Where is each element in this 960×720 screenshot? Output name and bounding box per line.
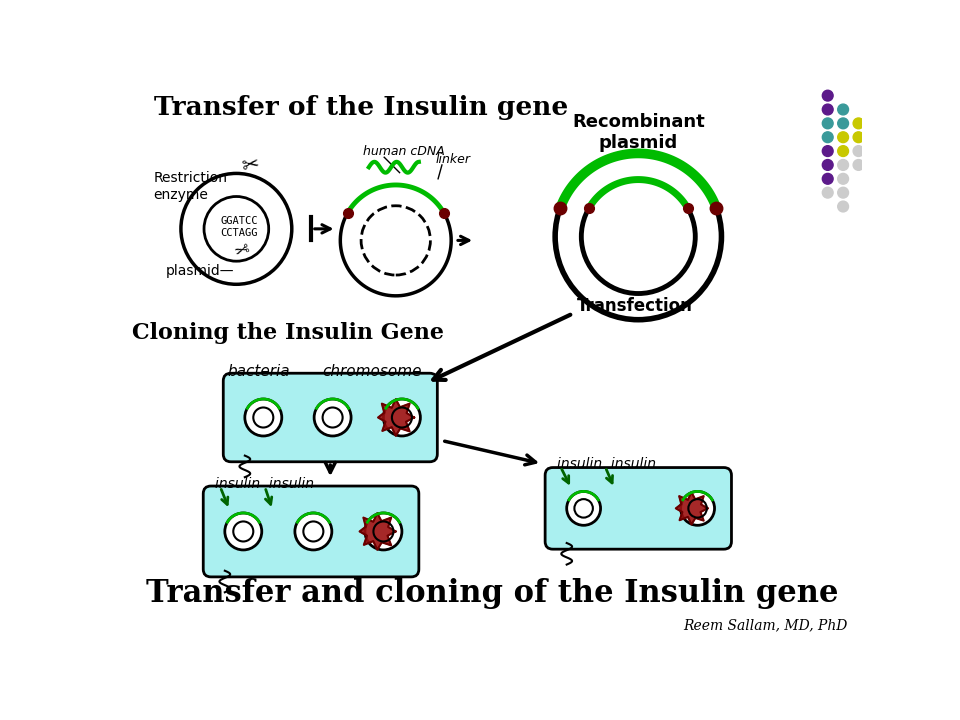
Text: bacteria: bacteria (228, 364, 290, 379)
Circle shape (838, 160, 849, 171)
Circle shape (838, 145, 849, 156)
Text: insulin  insulin: insulin insulin (215, 477, 314, 491)
Text: ✂: ✂ (240, 154, 260, 177)
Text: Transfer and cloning of the Insulin gene: Transfer and cloning of the Insulin gene (146, 577, 838, 608)
Text: Restriction
enzyme: Restriction enzyme (154, 171, 228, 202)
Text: Cloning the Insulin Gene: Cloning the Insulin Gene (132, 322, 444, 343)
Text: chromosome: chromosome (323, 364, 422, 379)
Polygon shape (676, 492, 708, 525)
Circle shape (823, 118, 833, 129)
Circle shape (681, 492, 714, 526)
Circle shape (245, 399, 282, 436)
Circle shape (823, 90, 833, 101)
Circle shape (823, 160, 833, 171)
Text: plasmid—: plasmid— (165, 264, 234, 278)
Text: Transfer of the Insulin gene: Transfer of the Insulin gene (154, 96, 568, 120)
Circle shape (314, 399, 351, 436)
FancyBboxPatch shape (204, 486, 419, 577)
Circle shape (838, 187, 849, 198)
FancyBboxPatch shape (545, 467, 732, 549)
Text: human cDNA: human cDNA (364, 145, 445, 158)
Circle shape (838, 118, 849, 129)
Circle shape (853, 145, 864, 156)
Circle shape (838, 174, 849, 184)
Circle shape (823, 174, 833, 184)
Polygon shape (378, 399, 414, 436)
Polygon shape (360, 513, 396, 550)
Circle shape (823, 145, 833, 156)
Text: Reem Sallam, MD, PhD: Reem Sallam, MD, PhD (684, 618, 848, 632)
Circle shape (823, 187, 833, 198)
Text: GGATCC: GGATCC (221, 216, 258, 226)
Circle shape (823, 104, 833, 115)
Text: Recombinant
plasmid: Recombinant plasmid (572, 113, 705, 152)
Circle shape (225, 513, 262, 550)
FancyBboxPatch shape (224, 373, 438, 462)
Text: Transfection: Transfection (577, 297, 692, 315)
Circle shape (823, 132, 833, 143)
Circle shape (838, 201, 849, 212)
Circle shape (566, 492, 601, 526)
Circle shape (853, 132, 864, 143)
Circle shape (365, 513, 402, 550)
Circle shape (383, 399, 420, 436)
Circle shape (853, 118, 864, 129)
Text: insulin  insulin: insulin insulin (557, 456, 656, 471)
Text: linker: linker (436, 153, 470, 166)
Circle shape (295, 513, 332, 550)
Circle shape (838, 104, 849, 115)
Text: ✂: ✂ (230, 235, 251, 257)
Circle shape (853, 160, 864, 171)
Circle shape (838, 132, 849, 143)
Text: CCTAGG: CCTAGG (221, 228, 258, 238)
